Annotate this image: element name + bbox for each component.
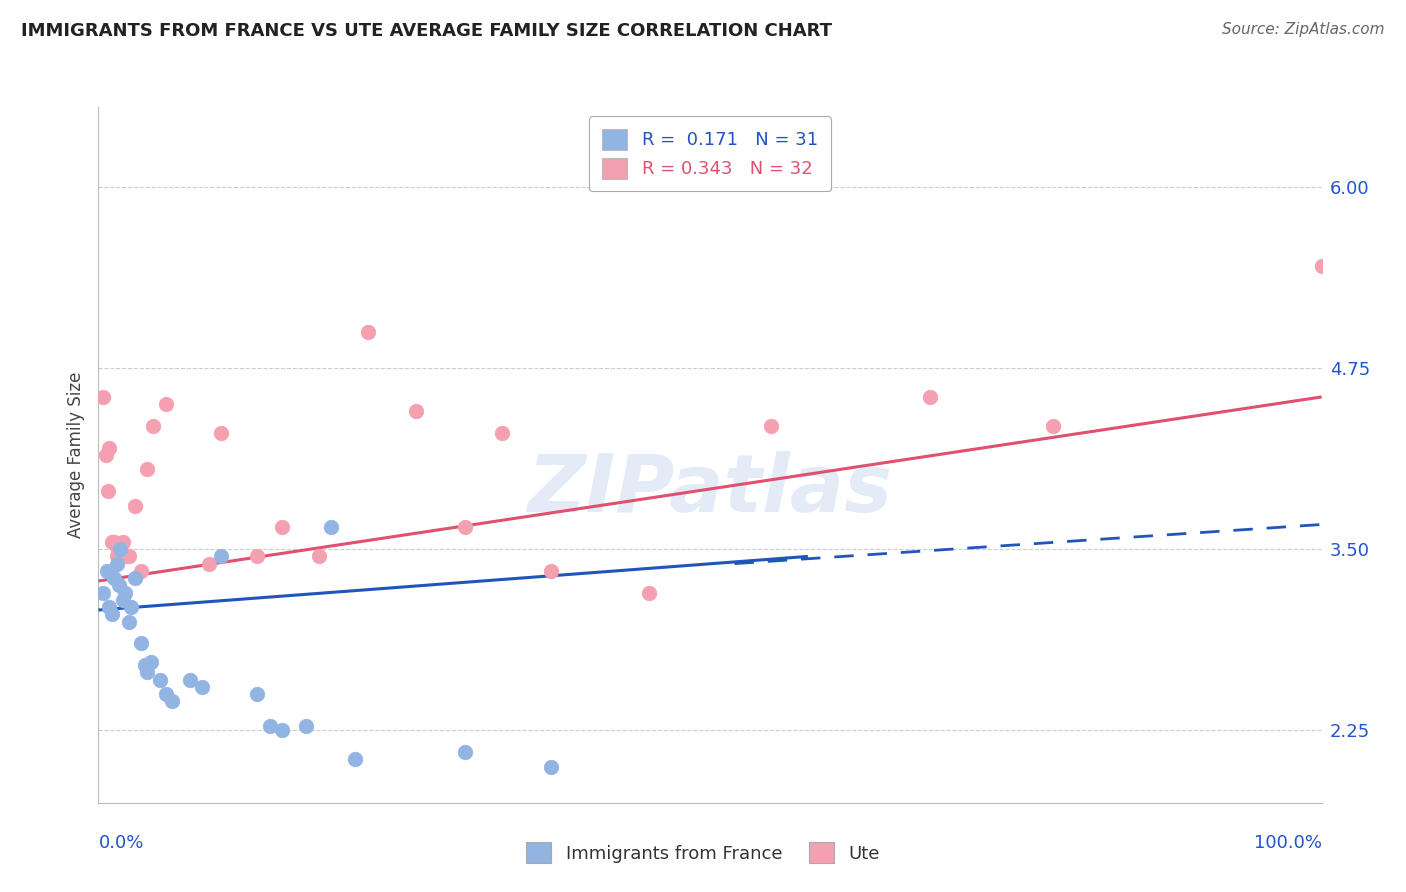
Point	[110, 549, 132, 564]
Point	[103, 535, 125, 549]
Point	[110, 542, 132, 557]
Point	[209, 426, 232, 441]
Point	[111, 592, 134, 607]
Point	[197, 557, 219, 571]
Point	[638, 585, 661, 599]
Point	[295, 719, 318, 733]
Legend: R =  0.171   N = 31, R = 0.343   N = 32: R = 0.171 N = 31, R = 0.343 N = 32	[589, 116, 831, 191]
Point	[124, 499, 146, 513]
Point	[405, 404, 427, 418]
Point	[98, 600, 121, 615]
Point	[191, 680, 214, 694]
Point	[101, 535, 124, 549]
Point	[136, 462, 159, 476]
Point	[179, 673, 201, 687]
Point	[134, 658, 156, 673]
Text: 0.0%: 0.0%	[98, 834, 143, 852]
Point	[98, 441, 121, 455]
Point	[319, 520, 342, 534]
Point	[107, 542, 129, 557]
Point	[111, 535, 134, 549]
Point	[105, 549, 128, 564]
Point	[105, 557, 128, 571]
Point	[308, 549, 330, 564]
Point	[761, 419, 783, 434]
Point	[120, 600, 142, 615]
Point	[491, 426, 513, 441]
Point	[246, 687, 269, 701]
Point	[91, 390, 114, 404]
Point	[114, 549, 136, 564]
Point	[108, 578, 131, 592]
Point	[259, 719, 281, 733]
Point	[540, 759, 562, 773]
Point	[1042, 419, 1064, 434]
Y-axis label: Average Family Size: Average Family Size	[67, 372, 86, 538]
Point	[124, 571, 146, 585]
Point	[160, 694, 183, 708]
Point	[1310, 260, 1333, 274]
Point	[129, 636, 152, 650]
Point	[118, 615, 141, 629]
Point	[155, 397, 177, 411]
Point	[356, 325, 378, 339]
Point	[97, 484, 120, 499]
Point	[96, 564, 118, 578]
Text: ZIPatlas: ZIPatlas	[527, 450, 893, 529]
Point	[246, 549, 269, 564]
Point	[454, 520, 477, 534]
Point	[129, 564, 152, 578]
Point	[209, 549, 232, 564]
Point	[136, 665, 159, 680]
Point	[270, 723, 294, 738]
Point	[94, 448, 117, 462]
Point	[149, 673, 172, 687]
Point	[142, 419, 165, 434]
Text: 100.0%: 100.0%	[1254, 834, 1322, 852]
Point	[454, 745, 477, 759]
Point	[114, 585, 136, 599]
Text: IMMIGRANTS FROM FRANCE VS UTE AVERAGE FAMILY SIZE CORRELATION CHART: IMMIGRANTS FROM FRANCE VS UTE AVERAGE FA…	[21, 22, 832, 40]
Point	[920, 390, 942, 404]
Point	[103, 571, 125, 585]
Point	[270, 520, 294, 534]
Text: Source: ZipAtlas.com: Source: ZipAtlas.com	[1222, 22, 1385, 37]
Point	[118, 549, 141, 564]
Point	[344, 752, 367, 766]
Point	[540, 564, 562, 578]
Point	[101, 607, 124, 622]
Point	[139, 655, 162, 669]
Point	[155, 687, 177, 701]
Legend: Immigrants from France, Ute: Immigrants from France, Ute	[515, 831, 891, 874]
Point	[91, 585, 114, 599]
